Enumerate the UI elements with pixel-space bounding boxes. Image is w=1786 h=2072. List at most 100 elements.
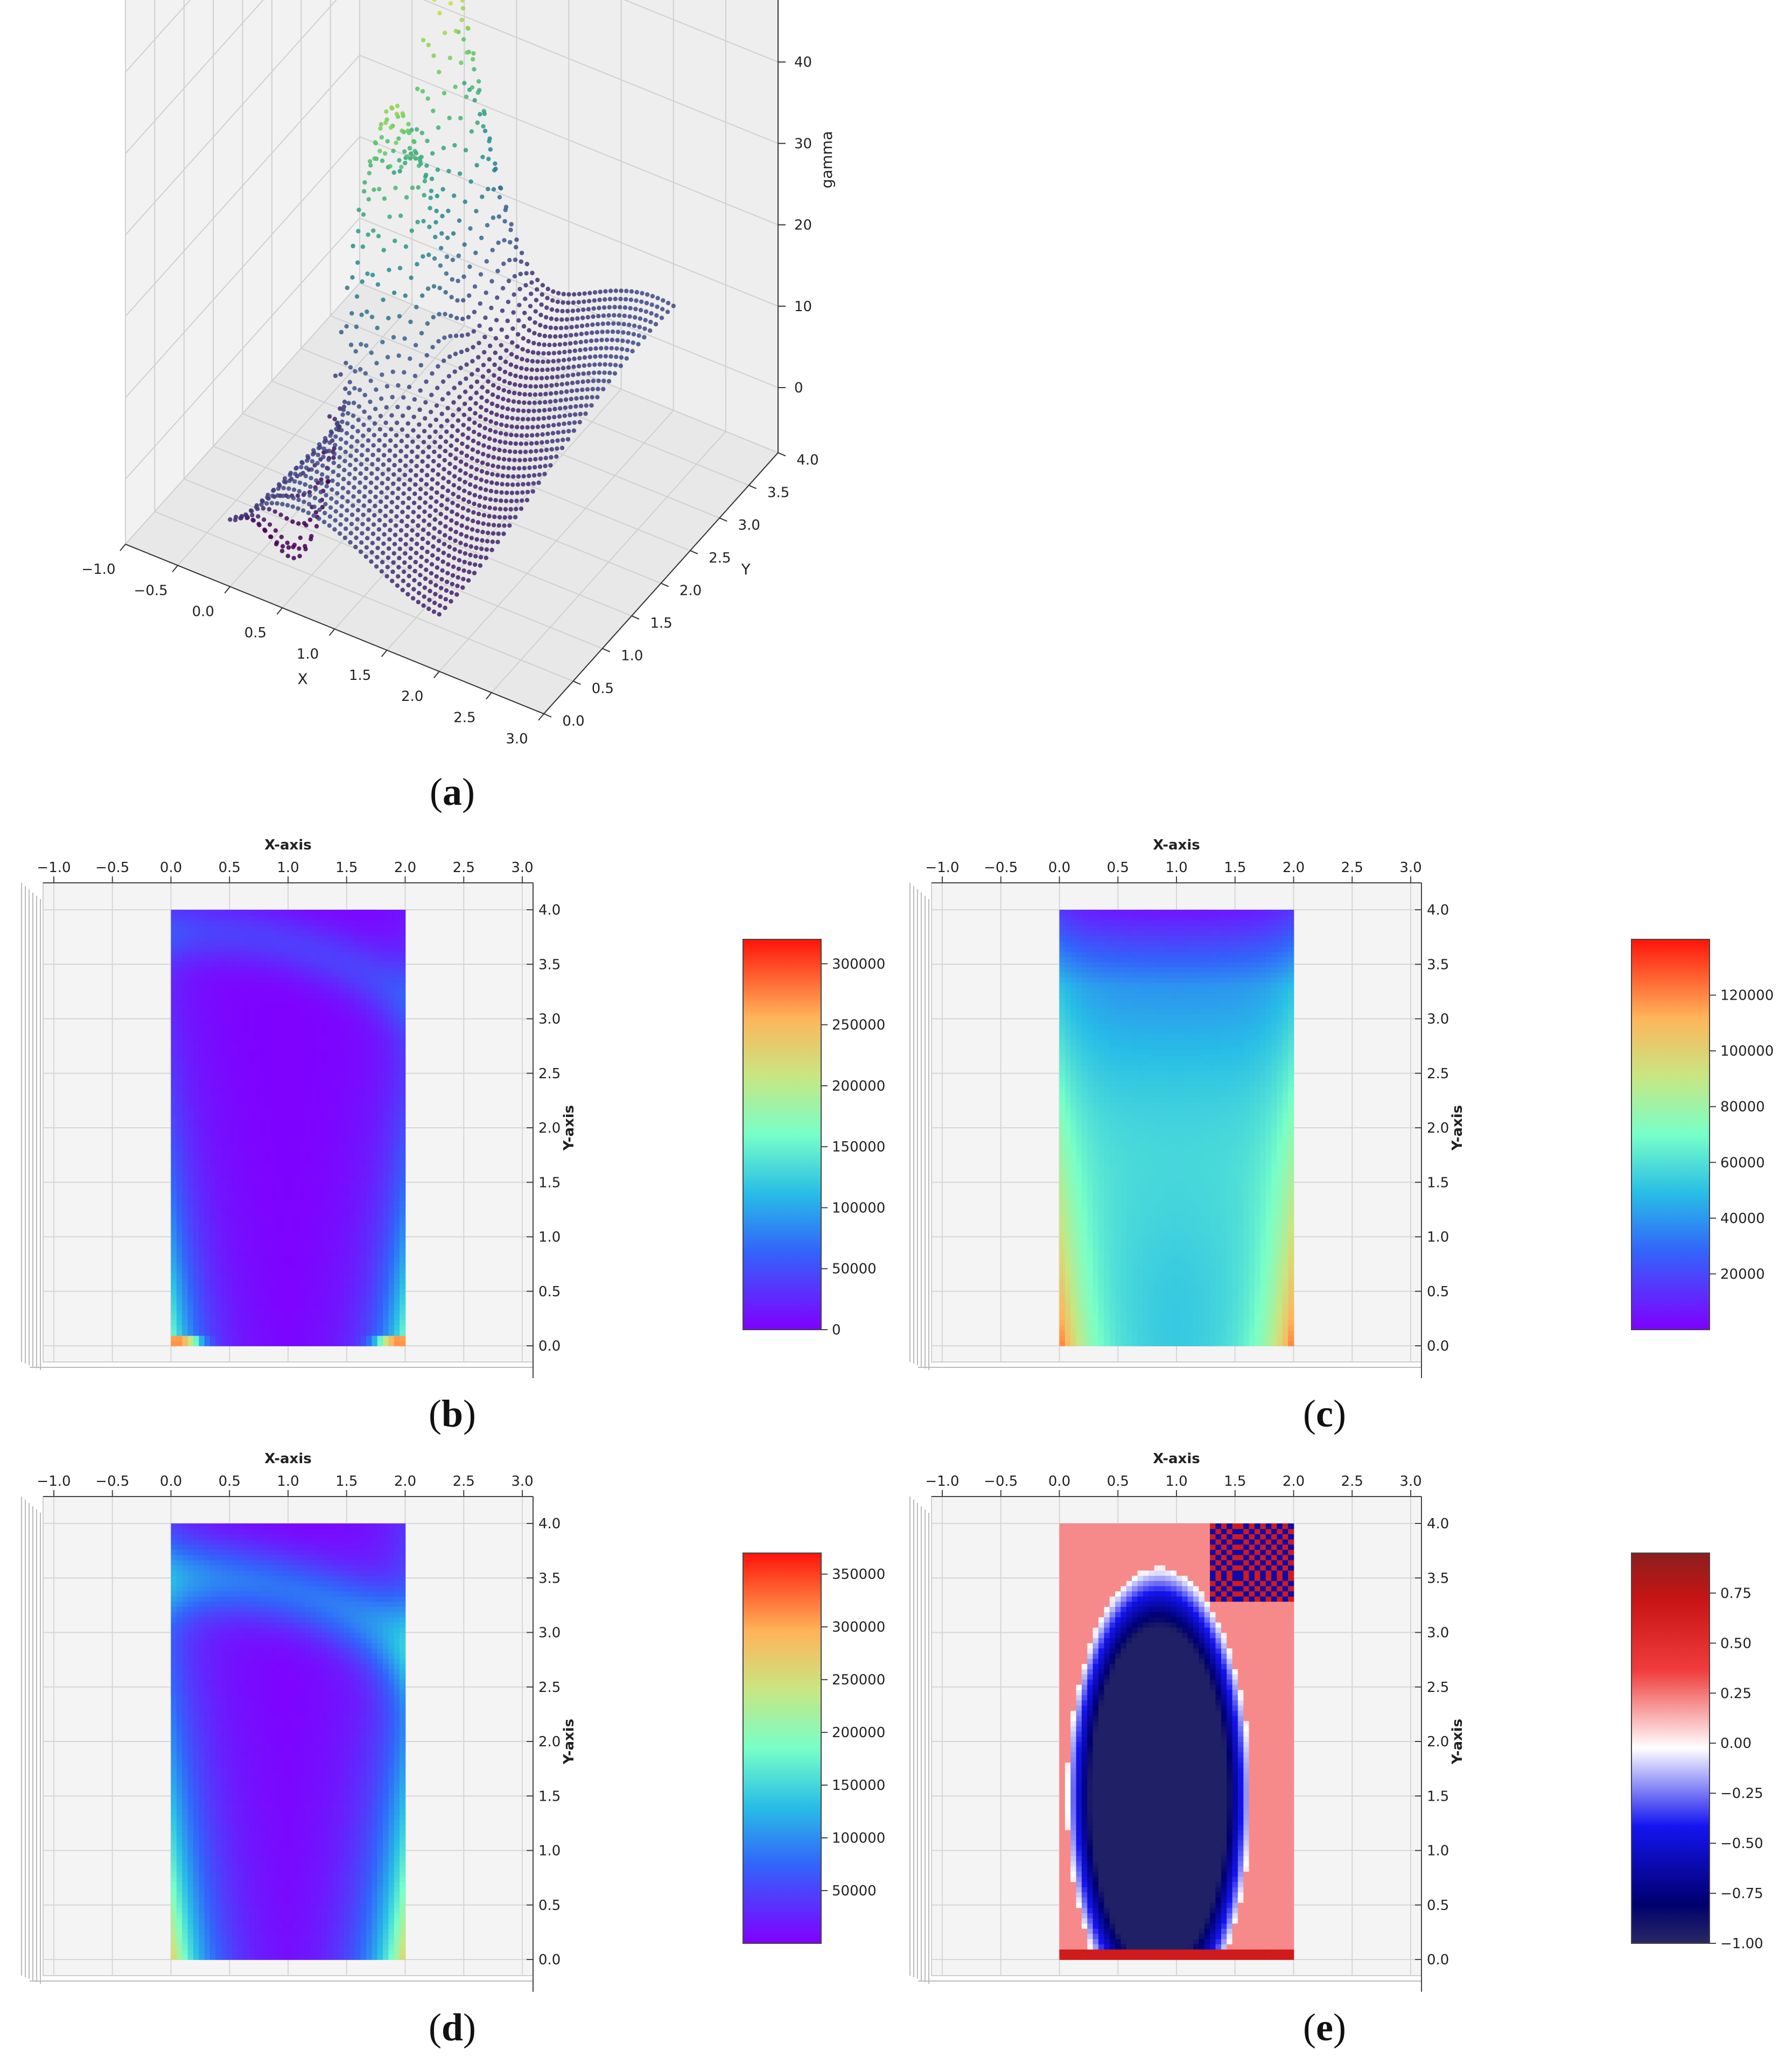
heat-cell xyxy=(260,1138,267,1144)
scatter-point xyxy=(448,452,453,458)
heat-cell xyxy=(400,1070,406,1077)
heat-cell xyxy=(249,1039,255,1045)
heat-cell xyxy=(332,1039,339,1045)
heat-cell xyxy=(182,1195,188,1201)
heat-cell xyxy=(394,1128,400,1134)
scatter-point xyxy=(537,333,542,338)
heat-cell xyxy=(338,961,345,967)
heat-cell xyxy=(265,1128,272,1134)
heat-cell xyxy=(310,1237,317,1242)
heat-cell xyxy=(338,1107,345,1113)
heat-cell xyxy=(349,1195,356,1201)
heat-cell xyxy=(321,1195,328,1201)
heat-cell xyxy=(293,1013,300,1020)
scatter-point xyxy=(433,508,438,513)
x-tick xyxy=(276,607,283,615)
heat-cell xyxy=(355,1211,361,1217)
scatter-point xyxy=(445,488,451,493)
scatter-point xyxy=(531,417,536,422)
heat-cell xyxy=(193,1174,200,1181)
heat-cell xyxy=(293,1148,300,1154)
heat-cell xyxy=(277,1008,283,1014)
heat-cell xyxy=(260,987,267,993)
heat-cell xyxy=(355,1273,361,1279)
heat-cell xyxy=(338,1024,345,1030)
heat-cell xyxy=(293,1164,300,1170)
heat-cell xyxy=(176,1138,183,1144)
heat-cell xyxy=(243,1148,250,1154)
scatter-point xyxy=(360,244,366,249)
heat-cell xyxy=(293,1112,300,1118)
scatter-point xyxy=(465,25,470,31)
heat-cell xyxy=(254,1309,261,1315)
heat-cell xyxy=(199,1154,205,1160)
heat-cell xyxy=(383,972,389,978)
heat-cell xyxy=(332,1091,339,1097)
heat-cell xyxy=(199,1335,205,1341)
scatter-point xyxy=(522,400,527,405)
heat-cell xyxy=(310,1278,317,1284)
heat-cell xyxy=(305,1039,311,1045)
scatter-point xyxy=(311,448,316,453)
heat-cell xyxy=(293,1060,300,1066)
heat-cell xyxy=(338,1117,345,1123)
heat-cell xyxy=(344,1050,350,1056)
heat-cell xyxy=(176,1019,183,1024)
scatter-point xyxy=(366,232,370,237)
heat-cell xyxy=(400,1252,406,1258)
heat-cell xyxy=(277,1309,283,1315)
heat-cell xyxy=(221,1226,227,1232)
heat-cell xyxy=(237,1101,244,1108)
heat-cell xyxy=(349,1268,356,1274)
scatter-point xyxy=(576,300,582,305)
scatter-point xyxy=(487,436,492,441)
heat-cell xyxy=(199,1143,205,1149)
heat-cell xyxy=(249,967,255,973)
heat-cell xyxy=(237,998,244,1004)
scatter-point xyxy=(378,413,383,418)
scatter-point xyxy=(363,484,368,490)
scatter-point xyxy=(585,323,590,328)
scatter-point xyxy=(430,468,436,473)
scatter-point xyxy=(406,405,411,410)
scatter-point xyxy=(478,414,483,419)
scatter-point xyxy=(428,580,433,585)
heat-cell xyxy=(327,1211,333,1217)
heat-cell xyxy=(221,1237,227,1242)
heat-cell xyxy=(316,1335,322,1341)
heat-cell xyxy=(232,1200,239,1206)
scatter-point xyxy=(344,361,348,366)
heat-cell xyxy=(249,1029,255,1035)
heat-cell xyxy=(305,1138,311,1144)
scatter-point xyxy=(380,560,385,565)
heat-cell xyxy=(237,1226,244,1232)
y-tick xyxy=(543,713,552,718)
scatter-point xyxy=(581,307,586,312)
heat-cell xyxy=(193,1221,200,1227)
heat-cell xyxy=(271,1226,278,1232)
heat-cell xyxy=(327,1117,333,1123)
heat-cell xyxy=(388,1211,395,1217)
heat-cell xyxy=(171,1117,177,1123)
scatter-point xyxy=(301,508,306,513)
heat-cell xyxy=(193,1122,200,1128)
heat-cell xyxy=(249,1154,255,1160)
heat-cell xyxy=(388,1128,395,1134)
scatter-point xyxy=(445,497,450,502)
scatter-point xyxy=(389,105,394,110)
heat-cell xyxy=(293,1325,300,1331)
heat-cell xyxy=(271,1231,278,1238)
heat-cell xyxy=(193,1024,200,1030)
heat-cell xyxy=(215,1133,222,1139)
scatter-point xyxy=(387,268,391,272)
scatter-point xyxy=(592,298,597,303)
heat-cell xyxy=(265,1319,272,1326)
heat-cell xyxy=(305,1294,311,1300)
heat-cell xyxy=(372,1158,378,1165)
heat-cell xyxy=(254,1112,261,1118)
heat-cell xyxy=(372,1039,378,1045)
heat-cell xyxy=(400,1304,406,1310)
heat-cell xyxy=(243,1216,250,1222)
heat-cell xyxy=(227,1081,233,1087)
heat-cell xyxy=(327,1200,333,1206)
